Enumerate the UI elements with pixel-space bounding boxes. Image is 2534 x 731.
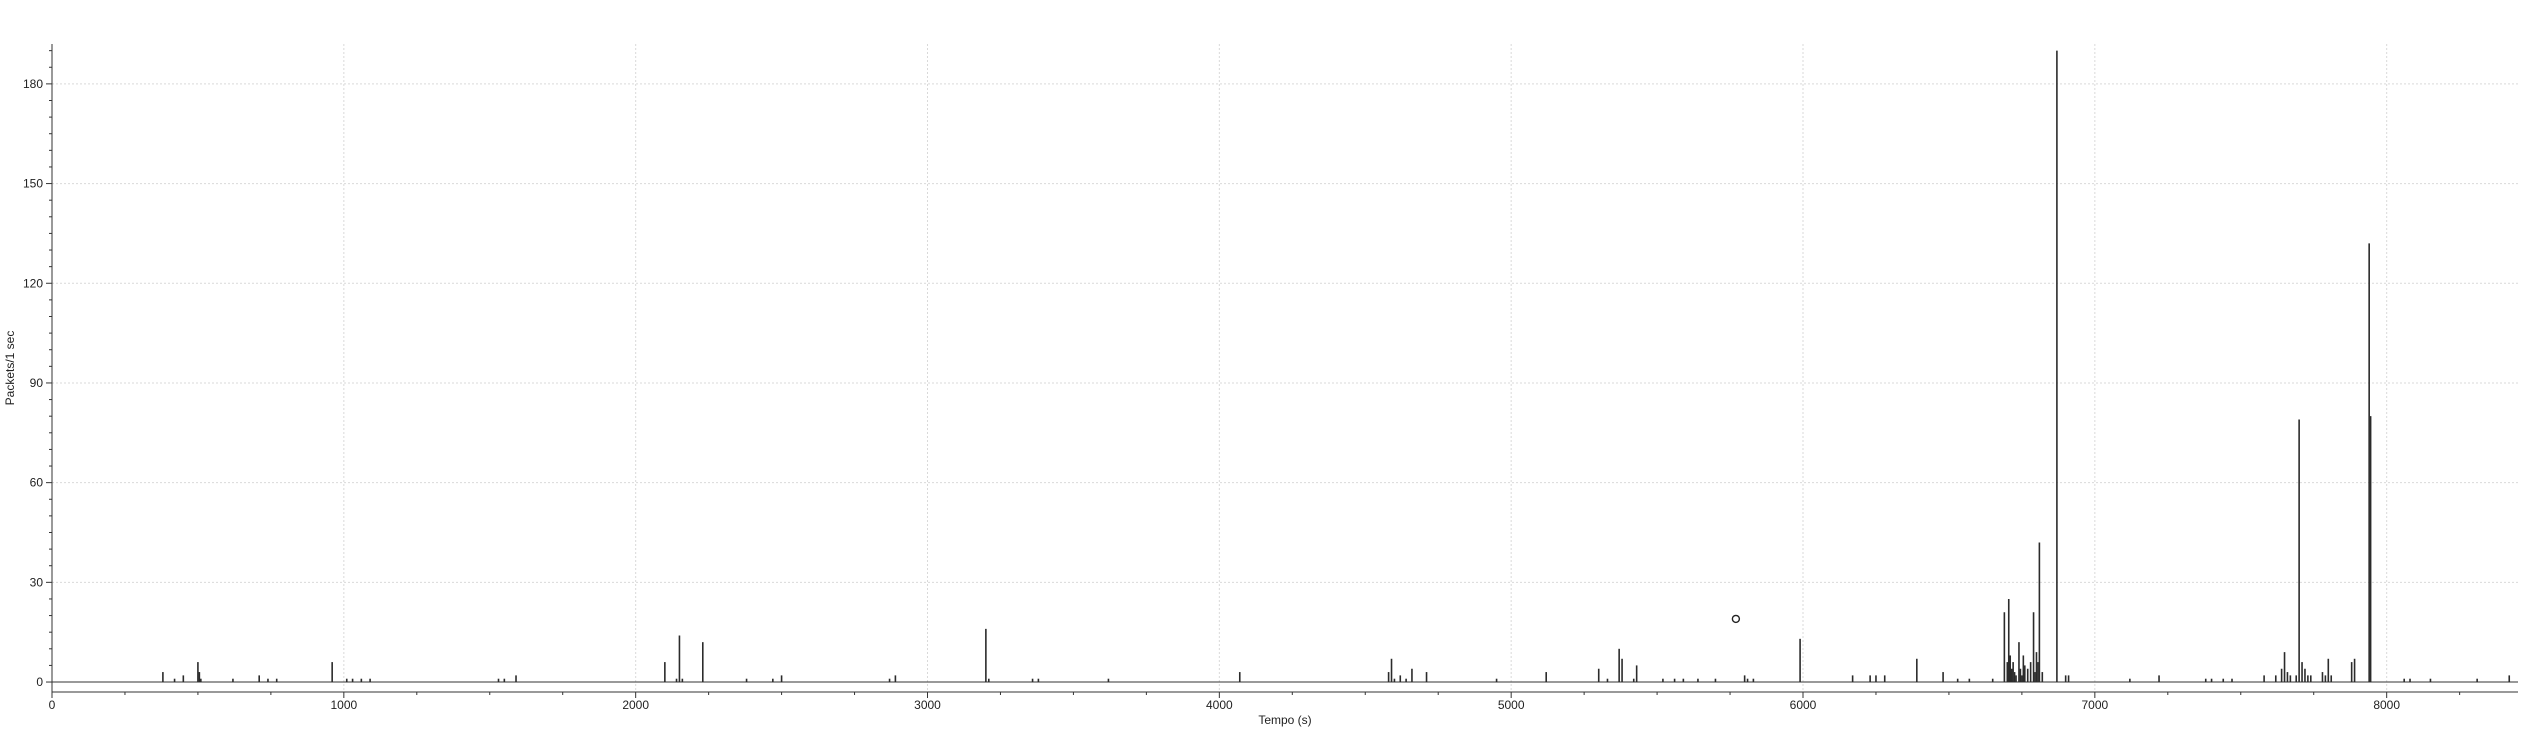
- y-tick-label: 60: [30, 476, 44, 490]
- x-tick-label: 8000: [2373, 698, 2400, 712]
- y-tick-label: 90: [30, 376, 44, 390]
- y-tick-label: 150: [23, 177, 43, 191]
- y-tick-label: 0: [36, 675, 43, 689]
- point-marker: [1731, 614, 1741, 624]
- grid-lines: [52, 44, 2518, 692]
- y-axis-label: Packets/1 sec: [3, 331, 17, 406]
- x-tick-label: 1000: [330, 698, 357, 712]
- x-tick-label: 5000: [1498, 698, 1525, 712]
- x-tick-label: 7000: [2081, 698, 2108, 712]
- x-tick-label: 2000: [622, 698, 649, 712]
- axes: [46, 44, 2518, 698]
- x-axis-label: Tempo (s): [1258, 713, 1311, 727]
- y-tick-label: 120: [23, 276, 43, 290]
- x-tick-label: 6000: [1790, 698, 1817, 712]
- x-tick-label: 3000: [914, 698, 941, 712]
- x-tick-label: 4000: [1206, 698, 1233, 712]
- tick-labels: 0 1000 2000 3000 4000 5000 6000 7000 8000 0 30 60 90…: [23, 77, 2400, 712]
- x-tick-label: 0: [49, 698, 56, 712]
- y-tick-label: 180: [23, 77, 43, 91]
- y-tick-label: 30: [30, 575, 44, 589]
- series-bars: [162, 50, 2511, 683]
